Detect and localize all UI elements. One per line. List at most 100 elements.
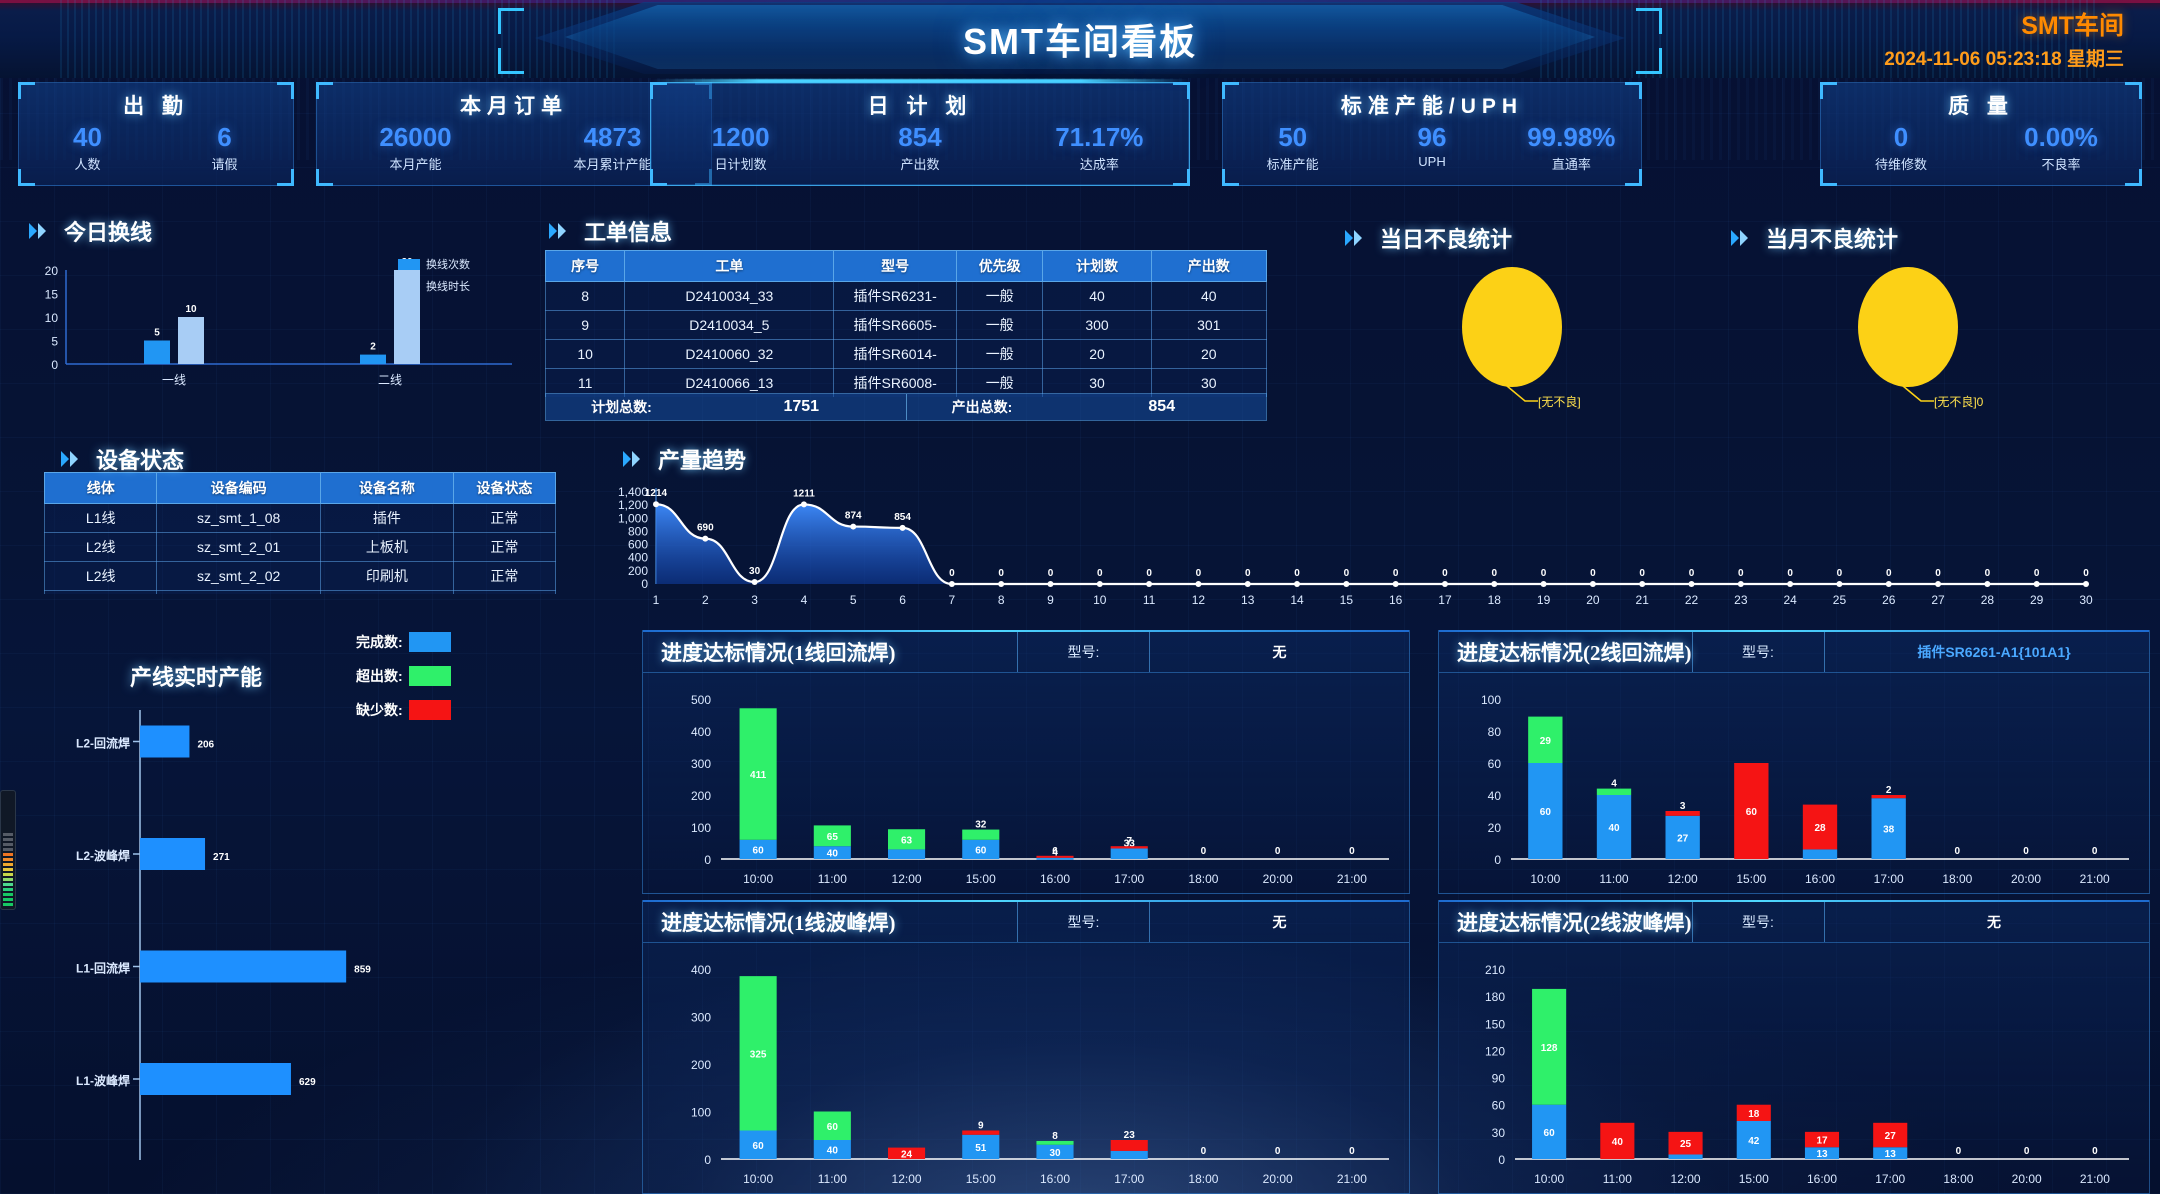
- svg-text:20:00: 20:00: [1263, 1172, 1293, 1186]
- svg-text:20: 20: [1586, 593, 1600, 607]
- svg-text:0: 0: [704, 1153, 711, 1167]
- section-heading-trend: 产量趋势: [620, 443, 746, 475]
- kpi-label: 本月产能: [389, 157, 442, 173]
- pie-leader-line: [1506, 385, 1538, 402]
- legend-swatch: [398, 280, 420, 292]
- svg-text:11:00: 11:00: [818, 1172, 847, 1186]
- card-progress-l1-reflow: 进度达标情况(1线回流焊) 型号: 无 0 100 200 300 400 500 60 41…: [642, 630, 1410, 894]
- svg-text:21:00: 21:00: [2080, 872, 2110, 886]
- pie-leader-line: [1902, 385, 1934, 402]
- svg-text:200: 200: [691, 1058, 711, 1072]
- table-cell: D2410034_5: [624, 310, 835, 340]
- svg-text:0: 0: [1787, 568, 1793, 579]
- table-row[interactable]: 9 D2410034_5 插件SR6605- 一般 300 301: [545, 310, 1267, 340]
- equipment-status-table: 线体 设备编码 设备名称 设备状态 L1线 sz_smt_1_08 插件 正常 L2线 sz_sm…: [44, 472, 556, 594]
- chart-defect-month: [无不良]0: [1728, 255, 2128, 415]
- pie-slice-no-defect: [1462, 267, 1562, 387]
- kpi-label: 达成率: [1079, 157, 1119, 173]
- svg-text:二线: 二线: [378, 373, 402, 387]
- svg-text:1,400: 1,400: [618, 485, 648, 499]
- svg-text:17: 17: [1438, 593, 1452, 607]
- section-heading-workorder: 工单信息: [546, 215, 672, 247]
- svg-text:10: 10: [185, 304, 197, 315]
- svg-text:0: 0: [2092, 846, 2098, 857]
- svg-text:300: 300: [691, 1011, 711, 1025]
- svg-text:854: 854: [894, 512, 911, 523]
- header-corner-top-left: [498, 8, 524, 34]
- card-progress-l2-reflow: 进度达标情况(2线回流焊) 型号: 插件SR6261-A1{101A1} 0 20…: [1438, 630, 2150, 894]
- svg-text:0: 0: [1245, 568, 1251, 579]
- capacity-chart-svg: L2-回流焊 206 L2-波峰焊 271 L1-回流焊 859 L1-波峰焊 629: [76, 710, 371, 1160]
- svg-text:20: 20: [45, 264, 59, 278]
- table-row[interactable]: 8 D2410034_33 插件SR6231- 一般 40 40: [545, 281, 1267, 311]
- section-heading-defect-month: 当月不良统计: [1728, 222, 1898, 254]
- table-cell: 11: [545, 368, 626, 397]
- svg-text:51: 51: [975, 1143, 987, 1154]
- svg-text:28: 28: [1981, 593, 1995, 607]
- totals-label: 计划总数:: [591, 399, 652, 415]
- svg-text:60: 60: [1488, 757, 1502, 771]
- svg-text:20:00: 20:00: [1263, 872, 1293, 886]
- svg-text:0: 0: [998, 568, 1004, 579]
- svg-text:0: 0: [949, 568, 955, 579]
- column-header: 优先级: [955, 250, 1044, 282]
- svg-text:13: 13: [1241, 593, 1255, 607]
- svg-text:6: 6: [1052, 846, 1058, 857]
- table-cell: D2410060_32: [624, 339, 835, 369]
- svg-text:0: 0: [2092, 1146, 2098, 1157]
- svg-text:10: 10: [45, 311, 59, 325]
- table-cell: 正常: [452, 590, 556, 594]
- svg-text:25: 25: [1680, 1139, 1692, 1150]
- kpi-card-quality: 质 量 0 待维修数 0.00% 不良率: [1820, 82, 2142, 186]
- svg-text:100: 100: [691, 1106, 711, 1120]
- svg-text:0: 0: [2034, 568, 2040, 579]
- progress-l1-reflow-svg: 01002003004005006041110:00406511:0030631…: [691, 693, 1389, 886]
- kpi-title: 本月订单: [460, 95, 568, 118]
- kpi-value: 71.17%: [1055, 122, 1144, 152]
- kpi-value: 96: [1417, 122, 1447, 152]
- workshop-name: SMT车间: [2021, 12, 2124, 40]
- svg-text:0: 0: [1738, 568, 1744, 579]
- output-trend-svg: 02004006008001,0001,2001,400121416902303…: [618, 485, 2093, 607]
- svg-text:38: 38: [1883, 825, 1895, 836]
- svg-text:21:00: 21:00: [1337, 1172, 1367, 1186]
- svg-text:200: 200: [628, 564, 648, 578]
- svg-text:12:00: 12:00: [892, 1172, 922, 1186]
- svg-text:1,000: 1,000: [618, 511, 648, 525]
- equipment-table-wrapper[interactable]: 线体 设备编码 设备名称 设备状态 L1线 sz_smt_1_08 插件 正常 L2线 sz_sm…: [44, 472, 556, 594]
- legend-label: 完成数:: [356, 634, 403, 650]
- table-cell: 正常: [452, 503, 556, 533]
- svg-text:24: 24: [1783, 593, 1797, 607]
- table-header-row: 线体 设备编码 设备名称 设备状态: [44, 472, 556, 504]
- table-cell: L2线: [44, 590, 158, 594]
- kpi-value: 0: [1893, 122, 1909, 152]
- model-indicator: 型号: 无: [1017, 901, 1409, 942]
- kpi-value: 4873: [583, 122, 642, 152]
- svg-text:27: 27: [1885, 1131, 1897, 1142]
- table-row[interactable]: L2线 sz_smt_2_01 上板机 正常: [44, 532, 556, 562]
- svg-text:14: 14: [1290, 593, 1304, 607]
- table-row[interactable]: L1线 sz_smt_1_08 插件 正常: [44, 503, 556, 533]
- svg-text:0: 0: [1442, 568, 1448, 579]
- svg-text:17:00: 17:00: [1875, 1172, 1905, 1186]
- kpi-label: 本月累计产能: [573, 157, 652, 173]
- svg-text:0: 0: [1689, 568, 1695, 579]
- table-row[interactable]: 11 D2410066_13 插件SR6008- 一般 30 30: [545, 368, 1267, 397]
- workorder-table-wrapper[interactable]: 序号 工单 型号 优先级 计划数 产出数 8 D2410034_33 插件SR6231- 一般 40…: [545, 250, 1267, 397]
- section-title: 当日不良统计: [1380, 227, 1513, 252]
- datetime-display: 2024-11-06 05:23:18 星期三: [1884, 49, 2124, 70]
- table-row[interactable]: L2线 sz_smt_2_02 印刷机 正常: [44, 561, 556, 591]
- svg-text:18:00: 18:00: [1188, 872, 1218, 886]
- svg-text:60: 60: [1544, 1128, 1556, 1139]
- svg-text:28: 28: [1814, 823, 1826, 834]
- svg-text:7: 7: [1126, 836, 1132, 847]
- svg-text:1,200: 1,200: [618, 498, 648, 512]
- svg-text:60: 60: [1746, 807, 1758, 818]
- svg-text:0: 0: [1344, 568, 1350, 579]
- table-row[interactable]: 10 D2410060_32 插件SR6014- 一般 20 20: [545, 339, 1267, 369]
- svg-text:100: 100: [691, 821, 711, 835]
- svg-text:20:00: 20:00: [2012, 1172, 2042, 1186]
- defect-today-pie-svg: [1462, 267, 1562, 402]
- kpi-metric: 6 请假: [156, 123, 293, 173]
